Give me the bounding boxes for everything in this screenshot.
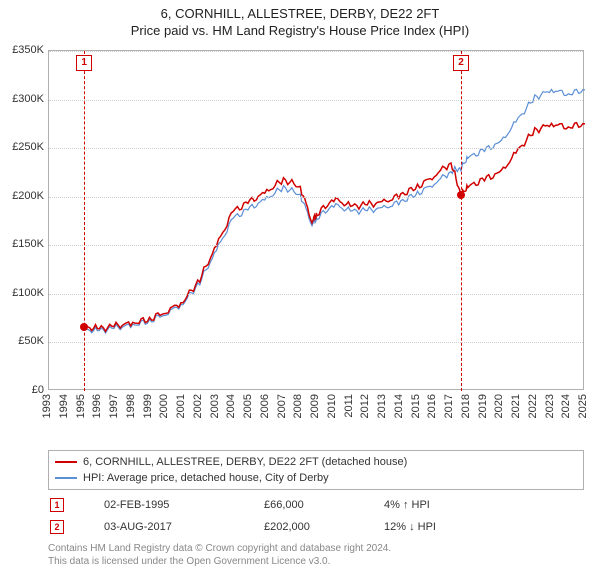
marker-vline xyxy=(84,51,85,391)
x-tick-label: 1999 xyxy=(142,394,156,418)
x-tick-label: 2017 xyxy=(443,394,457,418)
legend-and-footer: 6, CORNHILL, ALLESTREE, DERBY, DE22 2FT … xyxy=(48,450,584,568)
title-subtitle: Price paid vs. HM Land Registry's House … xyxy=(0,23,600,38)
legend-row-2: HPI: Average price, detached house, City… xyxy=(55,470,577,486)
legend-row-1: 6, CORNHILL, ALLESTREE, DERBY, DE22 2FT … xyxy=(55,454,577,470)
x-tick-label: 2004 xyxy=(225,394,239,418)
x-tick-label: 2020 xyxy=(493,394,507,418)
marker-dot xyxy=(457,191,465,199)
x-tick-label: 2009 xyxy=(309,394,323,418)
x-tick-label: 1993 xyxy=(41,394,55,418)
y-tick-label: £100K xyxy=(0,287,44,299)
y-tick-label: £50K xyxy=(0,335,44,347)
x-tick-label: 2023 xyxy=(544,394,558,418)
legend-swatch-2 xyxy=(55,477,77,479)
x-tick-label: 2018 xyxy=(460,394,474,418)
x-tick-label: 2002 xyxy=(192,394,206,418)
x-tick-label: 2006 xyxy=(259,394,273,418)
x-tick-label: 2022 xyxy=(527,394,541,418)
y-tick-label: £200K xyxy=(0,190,44,202)
sale-row-1: 1 02-FEB-1995 £66,000 4% ↑ HPI xyxy=(48,498,584,512)
sale-delta-2: 12% ↓ HPI xyxy=(384,521,484,533)
marker-label: 1 xyxy=(76,55,92,71)
series-line xyxy=(84,89,585,333)
gridline xyxy=(49,51,583,52)
title-address: 6, CORNHILL, ALLESTREE, DERBY, DE22 2FT xyxy=(0,6,600,21)
x-tick-label: 1998 xyxy=(125,394,139,418)
gridline xyxy=(49,245,583,246)
title-block: 6, CORNHILL, ALLESTREE, DERBY, DE22 2FT … xyxy=(0,0,600,38)
sale-row-2: 2 03-AUG-2017 £202,000 12% ↓ HPI xyxy=(48,520,584,534)
line-canvas xyxy=(49,51,585,391)
x-tick-label: 2001 xyxy=(175,394,189,418)
y-tick-label: £0 xyxy=(0,384,44,396)
x-tick-label: 2013 xyxy=(376,394,390,418)
x-tick-label: 1995 xyxy=(75,394,89,418)
marker-dot xyxy=(80,323,88,331)
legend-label-1: 6, CORNHILL, ALLESTREE, DERBY, DE22 2FT … xyxy=(83,456,407,468)
x-tick-label: 2011 xyxy=(343,394,357,418)
x-tick-label: 2007 xyxy=(276,394,290,418)
x-tick-label: 2010 xyxy=(326,394,340,418)
x-tick-label: 2024 xyxy=(560,394,574,418)
chart-area: 12 £0£50K£100K£150K£200K£250K£300K£350K1… xyxy=(48,50,584,410)
x-tick-label: 1996 xyxy=(91,394,105,418)
sale-date-2: 03-AUG-2017 xyxy=(104,521,224,533)
x-tick-label: 2012 xyxy=(359,394,373,418)
marker-label: 2 xyxy=(453,55,469,71)
x-tick-label: 2015 xyxy=(410,394,424,418)
y-tick-label: £300K xyxy=(0,93,44,105)
chart-container: 6, CORNHILL, ALLESTREE, DERBY, DE22 2FT … xyxy=(0,0,600,560)
gridline xyxy=(49,197,583,198)
x-tick-label: 1997 xyxy=(108,394,122,418)
legend-box: 6, CORNHILL, ALLESTREE, DERBY, DE22 2FT … xyxy=(48,450,584,490)
sale-price-1: £66,000 xyxy=(264,499,344,511)
x-tick-label: 2025 xyxy=(577,394,591,418)
x-tick-label: 2000 xyxy=(158,394,172,418)
gridline xyxy=(49,342,583,343)
y-tick-label: £350K xyxy=(0,44,44,56)
legend-swatch-1 xyxy=(55,461,77,463)
legend-label-2: HPI: Average price, detached house, City… xyxy=(83,472,329,484)
x-tick-label: 2021 xyxy=(510,394,524,418)
x-tick-label: 2014 xyxy=(393,394,407,418)
x-tick-label: 2008 xyxy=(292,394,306,418)
x-tick-label: 2019 xyxy=(477,394,491,418)
gridline xyxy=(49,294,583,295)
y-tick-label: £150K xyxy=(0,238,44,250)
x-tick-label: 2003 xyxy=(209,394,223,418)
gridline xyxy=(49,148,583,149)
x-tick-label: 1994 xyxy=(58,394,72,418)
marker-vline xyxy=(461,51,462,391)
footer-line-1: Contains HM Land Registry data © Crown c… xyxy=(48,542,584,555)
plot-box: 12 xyxy=(48,50,584,390)
sale-marker-1: 1 xyxy=(50,498,64,512)
x-tick-label: 2016 xyxy=(426,394,440,418)
sale-marker-2: 2 xyxy=(50,520,64,534)
sale-price-2: £202,000 xyxy=(264,521,344,533)
sale-date-1: 02-FEB-1995 xyxy=(104,499,224,511)
footer: Contains HM Land Registry data © Crown c… xyxy=(48,542,584,568)
y-tick-label: £250K xyxy=(0,141,44,153)
gridline xyxy=(49,100,583,101)
series-line xyxy=(84,123,585,332)
footer-line-2: This data is licensed under the Open Gov… xyxy=(48,555,584,568)
sale-delta-1: 4% ↑ HPI xyxy=(384,499,484,511)
x-tick-label: 2005 xyxy=(242,394,256,418)
